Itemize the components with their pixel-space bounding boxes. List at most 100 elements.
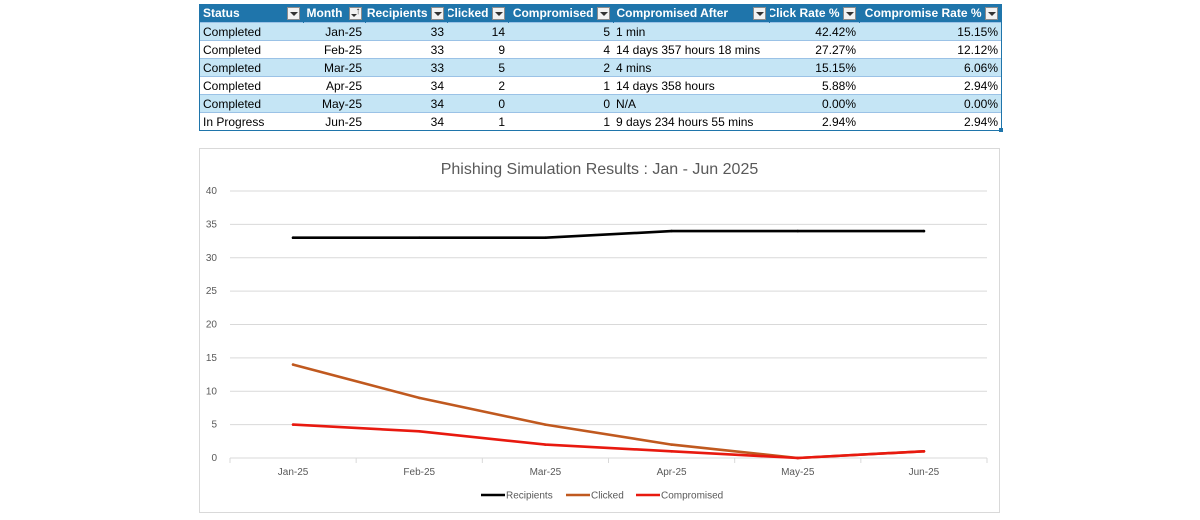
table-cell-click-rate[interactable]: 5.88% bbox=[769, 76, 859, 95]
data-point-clicked[interactable] bbox=[544, 423, 547, 426]
filter-dropdown-icon[interactable] bbox=[842, 6, 856, 20]
series-line-compromised[interactable] bbox=[291, 423, 926, 460]
column-header-label: Click Rate % bbox=[769, 6, 840, 20]
table-cell-compromised[interactable]: 2 bbox=[508, 58, 613, 77]
table-cell-compromised-after[interactable]: 4 mins bbox=[613, 58, 769, 77]
table-cell-compromise-rate[interactable]: 6.06% bbox=[859, 58, 1001, 77]
table-cell-month[interactable]: Jun-25 bbox=[303, 112, 365, 130]
table-cell-compromised-after[interactable]: 14 days 358 hours bbox=[613, 76, 769, 95]
sort-filter-icon[interactable] bbox=[348, 6, 362, 20]
legend-label-clicked[interactable]: Clicked bbox=[591, 491, 624, 502]
data-point-recipients[interactable] bbox=[544, 236, 547, 240]
data-point-recipients[interactable] bbox=[670, 229, 673, 233]
table-cell-compromised-after[interactable]: 14 days 357 hours 18 mins bbox=[613, 40, 769, 59]
column-header-month[interactable]: Month bbox=[303, 4, 366, 23]
y-tick-label: 0 bbox=[211, 453, 217, 464]
table-cell-compromised-after[interactable]: N/A bbox=[613, 94, 769, 113]
filter-dropdown-icon[interactable] bbox=[752, 6, 766, 20]
table-cell-status[interactable]: Completed bbox=[200, 40, 303, 59]
table-cell-clicked[interactable]: 1 bbox=[447, 112, 508, 130]
y-tick-label: 20 bbox=[206, 320, 218, 331]
table-cell-compromised-after[interactable]: 9 days 234 hours 55 mins bbox=[613, 112, 769, 130]
column-header-label: Clicked bbox=[447, 6, 489, 20]
data-point-recipients[interactable] bbox=[796, 229, 800, 233]
filter-dropdown-icon[interactable] bbox=[596, 6, 610, 20]
data-point-clicked[interactable] bbox=[670, 443, 673, 446]
table-cell-clicked[interactable]: 14 bbox=[447, 22, 508, 41]
column-header-compromised[interactable]: Compromised bbox=[508, 4, 614, 23]
data-point-recipients[interactable] bbox=[922, 229, 926, 233]
table-cell-compromised[interactable]: 4 bbox=[508, 40, 613, 59]
table-cell-status[interactable]: In Progress bbox=[200, 112, 303, 130]
table-cell-compromised[interactable]: 5 bbox=[508, 22, 613, 41]
table-cell-status[interactable]: Completed bbox=[200, 76, 303, 95]
table-cell-clicked[interactable]: 0 bbox=[447, 94, 508, 113]
column-header-compromised-after[interactable]: Compromised After bbox=[613, 4, 770, 23]
table-cell-compromise-rate[interactable]: 12.12% bbox=[859, 40, 1001, 59]
table-cell-clicked[interactable]: 9 bbox=[447, 40, 508, 59]
table-cell-month[interactable]: Jan-25 bbox=[303, 22, 365, 41]
legend[interactable]: Recipients Clicked Compromised bbox=[481, 491, 723, 502]
table-cell-compromise-rate[interactable]: 0.00% bbox=[859, 94, 1001, 113]
table-cell-compromised-after[interactable]: 1 min bbox=[613, 22, 769, 41]
table-row: Completed Mar-25 33 5 2 4 mins 15.15% 6.06% bbox=[200, 58, 1001, 77]
legend-label-compromised[interactable]: Compromised bbox=[661, 491, 723, 502]
table-cell-click-rate[interactable]: 15.15% bbox=[769, 58, 859, 77]
table-cell-compromised[interactable]: 1 bbox=[508, 112, 613, 130]
data-point-compromised[interactable] bbox=[417, 430, 421, 433]
table-row: Completed Feb-25 33 9 4 14 days 357 hours 18 … bbox=[200, 40, 1001, 59]
legend-label-recipients[interactable]: Recipients bbox=[506, 491, 553, 502]
filter-dropdown-icon[interactable] bbox=[430, 6, 444, 20]
column-header-click-rate[interactable]: Click Rate % bbox=[769, 4, 860, 23]
table-cell-month[interactable]: Apr-25 bbox=[303, 76, 365, 95]
table-cell-status[interactable]: Completed bbox=[200, 22, 303, 41]
data-point-recipients[interactable] bbox=[417, 236, 421, 240]
series-line-clicked[interactable] bbox=[291, 363, 926, 460]
line-chart: Phishing Simulation Results : Jan - Jun … bbox=[206, 161, 988, 502]
x-axis-ticks: Jan-25 Feb-25 Mar-25 Apr-25 May-25 Jun-25 bbox=[229, 457, 988, 478]
column-header-recipients[interactable]: Recipients bbox=[365, 4, 448, 23]
table-cell-month[interactable]: May-25 bbox=[303, 94, 365, 113]
table-cell-month[interactable]: Mar-25 bbox=[303, 58, 365, 77]
y-axis-ticks: 0 5 10 15 20 25 30 35 40 bbox=[206, 186, 218, 464]
table-cell-click-rate[interactable]: 27.27% bbox=[769, 40, 859, 59]
data-point-compromised[interactable] bbox=[670, 450, 673, 453]
data-point-clicked[interactable] bbox=[417, 396, 421, 400]
table-cell-clicked[interactable]: 2 bbox=[447, 76, 508, 95]
data-point-compromised[interactable] bbox=[291, 423, 295, 426]
x-tick-label: Jan-25 bbox=[278, 467, 309, 478]
table-header: Status Month Recipients Clicked Compromised C… bbox=[200, 4, 1002, 23]
table-cell-compromise-rate[interactable]: 2.94% bbox=[859, 112, 1001, 130]
data-point-compromised[interactable] bbox=[922, 450, 926, 453]
series-line-recipients[interactable] bbox=[291, 229, 926, 239]
table-cell-click-rate[interactable]: 0.00% bbox=[769, 94, 859, 113]
table-cell-status[interactable]: Completed bbox=[200, 94, 303, 113]
table-cell-compromise-rate[interactable]: 2.94% bbox=[859, 76, 1001, 95]
table-cell-recipients[interactable]: 34 bbox=[365, 76, 447, 95]
column-header-clicked[interactable]: Clicked bbox=[447, 4, 509, 23]
table-resize-handle[interactable] bbox=[999, 128, 1003, 132]
table-cell-compromised[interactable]: 0 bbox=[508, 94, 613, 113]
chart-area[interactable]: Phishing Simulation Results : Jan - Jun … bbox=[199, 148, 1000, 513]
table-cell-recipients[interactable]: 33 bbox=[365, 40, 447, 59]
column-header-status[interactable]: Status bbox=[200, 4, 304, 23]
table-cell-compromised[interactable]: 1 bbox=[508, 76, 613, 95]
table-cell-recipients[interactable]: 33 bbox=[365, 22, 447, 41]
column-header-compromise-rate[interactable]: Compromise Rate % bbox=[859, 4, 1002, 23]
table-cell-status[interactable]: Completed bbox=[200, 58, 303, 77]
data-point-compromised[interactable] bbox=[796, 456, 800, 460]
table-cell-clicked[interactable]: 5 bbox=[447, 58, 508, 77]
table-cell-recipients[interactable]: 33 bbox=[365, 58, 447, 77]
table-cell-compromise-rate[interactable]: 15.15% bbox=[859, 22, 1001, 41]
data-point-recipients[interactable] bbox=[291, 236, 295, 240]
filter-dropdown-icon[interactable] bbox=[984, 6, 998, 20]
table-cell-month[interactable]: Feb-25 bbox=[303, 40, 365, 59]
table-cell-recipients[interactable]: 34 bbox=[365, 112, 447, 130]
filter-dropdown-icon[interactable] bbox=[286, 6, 300, 20]
table-cell-click-rate[interactable]: 42.42% bbox=[769, 22, 859, 41]
data-point-compromised[interactable] bbox=[544, 443, 547, 446]
data-point-clicked[interactable] bbox=[291, 363, 295, 366]
table-cell-recipients[interactable]: 34 bbox=[365, 94, 447, 113]
table-cell-click-rate[interactable]: 2.94% bbox=[769, 112, 859, 130]
filter-dropdown-icon[interactable] bbox=[491, 6, 505, 20]
